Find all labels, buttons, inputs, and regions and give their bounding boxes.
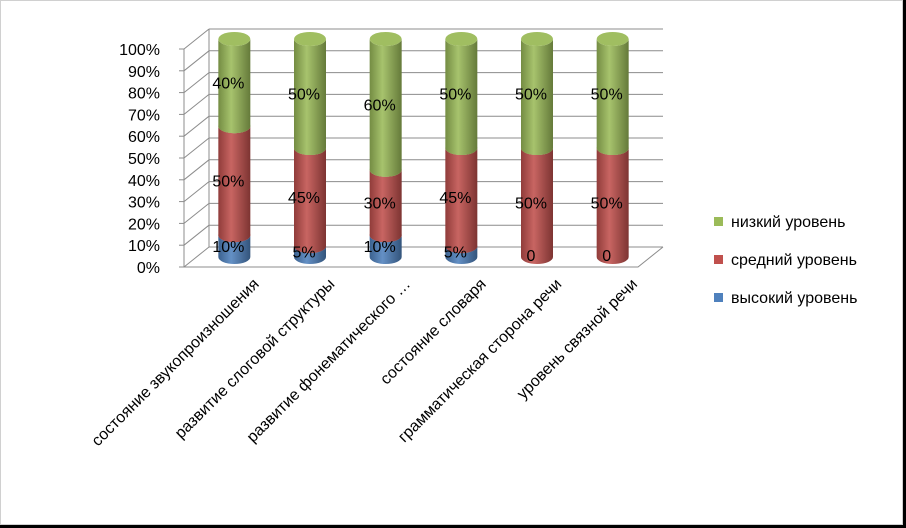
data-label: 5% [292, 245, 315, 262]
data-label: 5% [444, 245, 467, 262]
data-label: 10% [364, 239, 396, 256]
cylinder-body [596, 39, 629, 155]
y-tick-label: 90% [128, 64, 160, 81]
data-label: 50% [591, 87, 623, 104]
cylinder-body [445, 39, 478, 155]
y-tick-label: 60% [128, 129, 160, 146]
legend-swatch [714, 217, 723, 226]
legend-label: высокий уровень [731, 290, 857, 307]
gridline-diagonal [183, 94, 210, 115]
cylinder-body [294, 246, 326, 264]
gridline-diagonal [183, 159, 210, 181]
category-label: состояние звукопроизношения [89, 276, 263, 450]
cylinder-body [445, 148, 478, 254]
legend: низкий уровень средний уровень высокий уро… [714, 214, 857, 307]
cylinder-body [369, 235, 402, 264]
gridline-diagonal [183, 224, 210, 246]
category-label: развитие слоговой структуры [172, 276, 338, 442]
legend-swatch [714, 255, 723, 264]
data-label: 50% [288, 87, 320, 104]
bar-segment-низкий-уровень [369, 32, 402, 177]
cylinder-body [369, 169, 402, 243]
cylinder-body [294, 148, 326, 254]
bar-segment-низкий-уровень [521, 32, 553, 155]
y-tick-label: 30% [128, 195, 160, 212]
data-label: 10% [212, 239, 244, 256]
cylinder-body [445, 246, 478, 264]
gridline-diagonal [183, 50, 210, 72]
data-label: 45% [439, 190, 471, 207]
floor-edge [184, 246, 664, 268]
cylinder-body [218, 39, 251, 134]
legend-swatch [714, 293, 723, 302]
y-tick-label: 50% [128, 151, 160, 168]
gridline-diagonal [183, 246, 210, 268]
legend-item-высокий-уровень: высокий уровень [714, 290, 857, 307]
gridline-diagonal [183, 203, 210, 224]
y-tick-label: 70% [128, 107, 160, 124]
grid-layer [179, 28, 664, 268]
legend-label: средний уровень [731, 252, 857, 269]
y-tick-label: 80% [128, 86, 160, 103]
cylinder-cap [294, 32, 326, 46]
cylinder-cap [596, 32, 629, 46]
gridline-diagonal [183, 28, 210, 50]
cylinder-cap [521, 32, 553, 46]
legend-item-средний-уровень: средний уровень [714, 252, 857, 269]
data-label: 50% [515, 87, 547, 104]
gridline-diagonal [183, 115, 210, 137]
bar-segment-низкий-уровень [596, 32, 629, 155]
data-label: 60% [364, 97, 396, 114]
data-label: 0 [602, 248, 611, 265]
y-tick-label: 10% [128, 238, 160, 255]
cylinder-cap [369, 32, 402, 46]
cylinder-body [521, 39, 553, 155]
gridline-diagonal [183, 137, 210, 159]
y-tick-label: 100% [119, 42, 160, 59]
y-axis-ticks: 0% 10% 20% 30% 40% 50% 60% 70% 80% 90% 100% [119, 42, 160, 277]
gridline-diagonal [183, 181, 210, 202]
data-label: 0 [527, 248, 536, 265]
bar-segment-низкий-уровень [445, 32, 478, 155]
data-label: 50% [439, 87, 471, 104]
cylinder-body [218, 126, 251, 243]
data-label: 50% [212, 174, 244, 191]
cylinder-body [521, 148, 553, 264]
bar-layer [218, 32, 629, 264]
cylinder-cap [445, 32, 478, 46]
cylinder-body [218, 235, 251, 264]
data-label: 50% [515, 196, 547, 213]
bar-segment-низкий-уровень [294, 32, 326, 155]
y-tick-label: 0% [137, 260, 160, 277]
gridline-diagonal [183, 72, 210, 93]
category-label: грамматическая сторона речи [395, 276, 565, 446]
data-label: 40% [212, 76, 244, 93]
legend-item-низкий-уровень: низкий уровень [714, 214, 845, 231]
cylinder-body [369, 39, 402, 177]
data-label: 30% [364, 196, 396, 213]
data-label-layer: 10% 50% 40% 5% 45% 50% 10% 30% 60% 5% 45% 50% 0 50% 50… [212, 76, 622, 265]
category-label: развитие фонематического … [244, 276, 414, 446]
bar-segment-низкий-уровень [218, 32, 251, 134]
data-label: 45% [288, 190, 320, 207]
cylinder-cap [218, 32, 251, 46]
cylinder-body [596, 148, 629, 264]
data-label: 50% [591, 196, 623, 213]
legend-label: низкий уровень [731, 214, 845, 231]
y-tick-label: 20% [128, 216, 160, 233]
y-tick-label: 40% [128, 173, 160, 190]
cylinder-body [294, 39, 326, 155]
